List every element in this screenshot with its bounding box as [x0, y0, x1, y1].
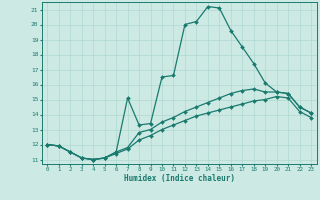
X-axis label: Humidex (Indice chaleur): Humidex (Indice chaleur): [124, 174, 235, 183]
